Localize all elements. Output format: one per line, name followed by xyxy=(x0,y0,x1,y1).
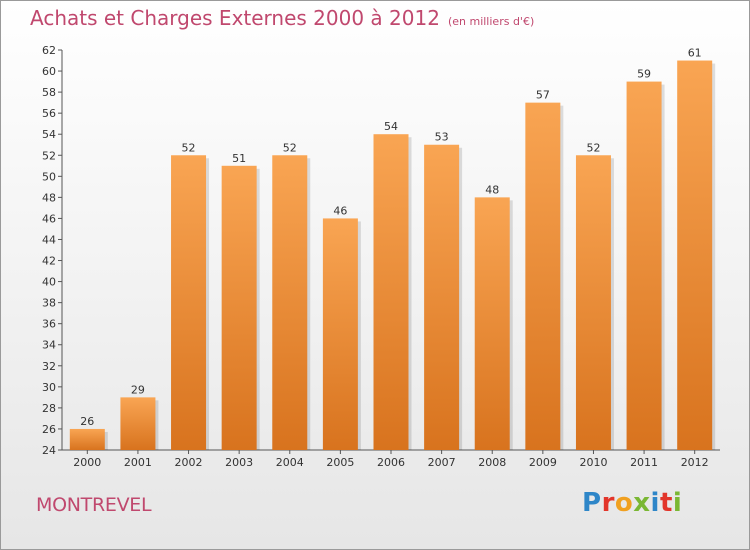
y-tick-label: 34 xyxy=(42,339,56,352)
data-label: 54 xyxy=(384,120,398,133)
data-label: 26 xyxy=(80,415,94,428)
x-tick-label: 2008 xyxy=(478,456,506,469)
y-tick-label: 48 xyxy=(42,191,56,204)
y-tick-label: 38 xyxy=(42,297,56,310)
y-tick-label: 46 xyxy=(42,212,56,225)
data-label: 53 xyxy=(435,131,449,144)
data-label: 29 xyxy=(131,383,145,396)
title-text: Achats et Charges Externes 2000 à 2012 xyxy=(30,6,440,30)
y-tick-label: 52 xyxy=(42,149,56,162)
bar xyxy=(424,144,460,450)
x-tick-label: 2012 xyxy=(681,456,709,469)
bar xyxy=(575,155,611,450)
y-tick-label: 36 xyxy=(42,318,56,331)
bar xyxy=(69,428,105,450)
logo-letter: i xyxy=(650,488,660,518)
y-tick-label: 58 xyxy=(42,86,56,99)
y-tick-label: 50 xyxy=(42,170,56,183)
y-tick-label: 62 xyxy=(42,44,56,57)
data-label: 61 xyxy=(688,47,702,60)
logo-letter: P xyxy=(582,488,602,518)
y-tick-label: 40 xyxy=(42,276,56,289)
bar xyxy=(221,165,257,450)
y-tick-label: 24 xyxy=(42,444,56,457)
logo-letter: o xyxy=(614,488,634,518)
y-tick-label: 28 xyxy=(42,402,56,415)
logo-letter: x xyxy=(633,488,651,518)
data-label: 59 xyxy=(637,68,651,81)
bar xyxy=(373,134,409,451)
x-tick-label: 2001 xyxy=(124,456,152,469)
x-tick-label: 2009 xyxy=(529,456,557,469)
bar xyxy=(171,155,207,450)
y-tick-label: 30 xyxy=(42,381,56,394)
logo-letter: i xyxy=(672,488,683,518)
data-label: 52 xyxy=(586,141,600,154)
bar xyxy=(626,81,662,450)
y-tick-label: 54 xyxy=(42,128,56,141)
x-tick-label: 2005 xyxy=(326,456,354,469)
data-label: 46 xyxy=(333,204,347,217)
x-tick-label: 2010 xyxy=(579,456,607,469)
logo-letter: t xyxy=(659,488,673,518)
x-tick-label: 2011 xyxy=(630,456,658,469)
data-label: 52 xyxy=(182,141,196,154)
data-label: 51 xyxy=(232,152,246,165)
y-tick-label: 26 xyxy=(42,423,56,436)
y-tick-label: 42 xyxy=(42,255,56,268)
x-tick-label: 2002 xyxy=(175,456,203,469)
chart-title: Achats et Charges Externes 2000 à 2012 (e… xyxy=(30,6,534,30)
data-label: 52 xyxy=(283,141,297,154)
bar xyxy=(677,60,713,451)
data-label: 57 xyxy=(536,89,550,102)
y-tick-label: 60 xyxy=(42,65,56,78)
bar xyxy=(120,397,156,450)
bar xyxy=(474,197,510,450)
y-tick-label: 44 xyxy=(42,233,56,246)
commune-name: MONTREVEL xyxy=(36,494,152,516)
y-tick-label: 32 xyxy=(42,360,56,373)
bar xyxy=(525,102,561,450)
proxiti-logo: Proxiti xyxy=(582,488,682,518)
unit-label: (en milliers d'€) xyxy=(447,15,535,28)
x-tick-label: 2004 xyxy=(276,456,304,469)
bar xyxy=(272,155,308,450)
data-label: 48 xyxy=(485,183,499,196)
bar xyxy=(322,218,358,450)
x-tick-label: 2003 xyxy=(225,456,253,469)
x-tick-label: 2007 xyxy=(428,456,456,469)
x-tick-label: 2006 xyxy=(377,456,405,469)
logo-letter: r xyxy=(601,488,615,518)
x-tick-label: 2000 xyxy=(73,456,101,469)
y-tick-label: 56 xyxy=(42,107,56,120)
